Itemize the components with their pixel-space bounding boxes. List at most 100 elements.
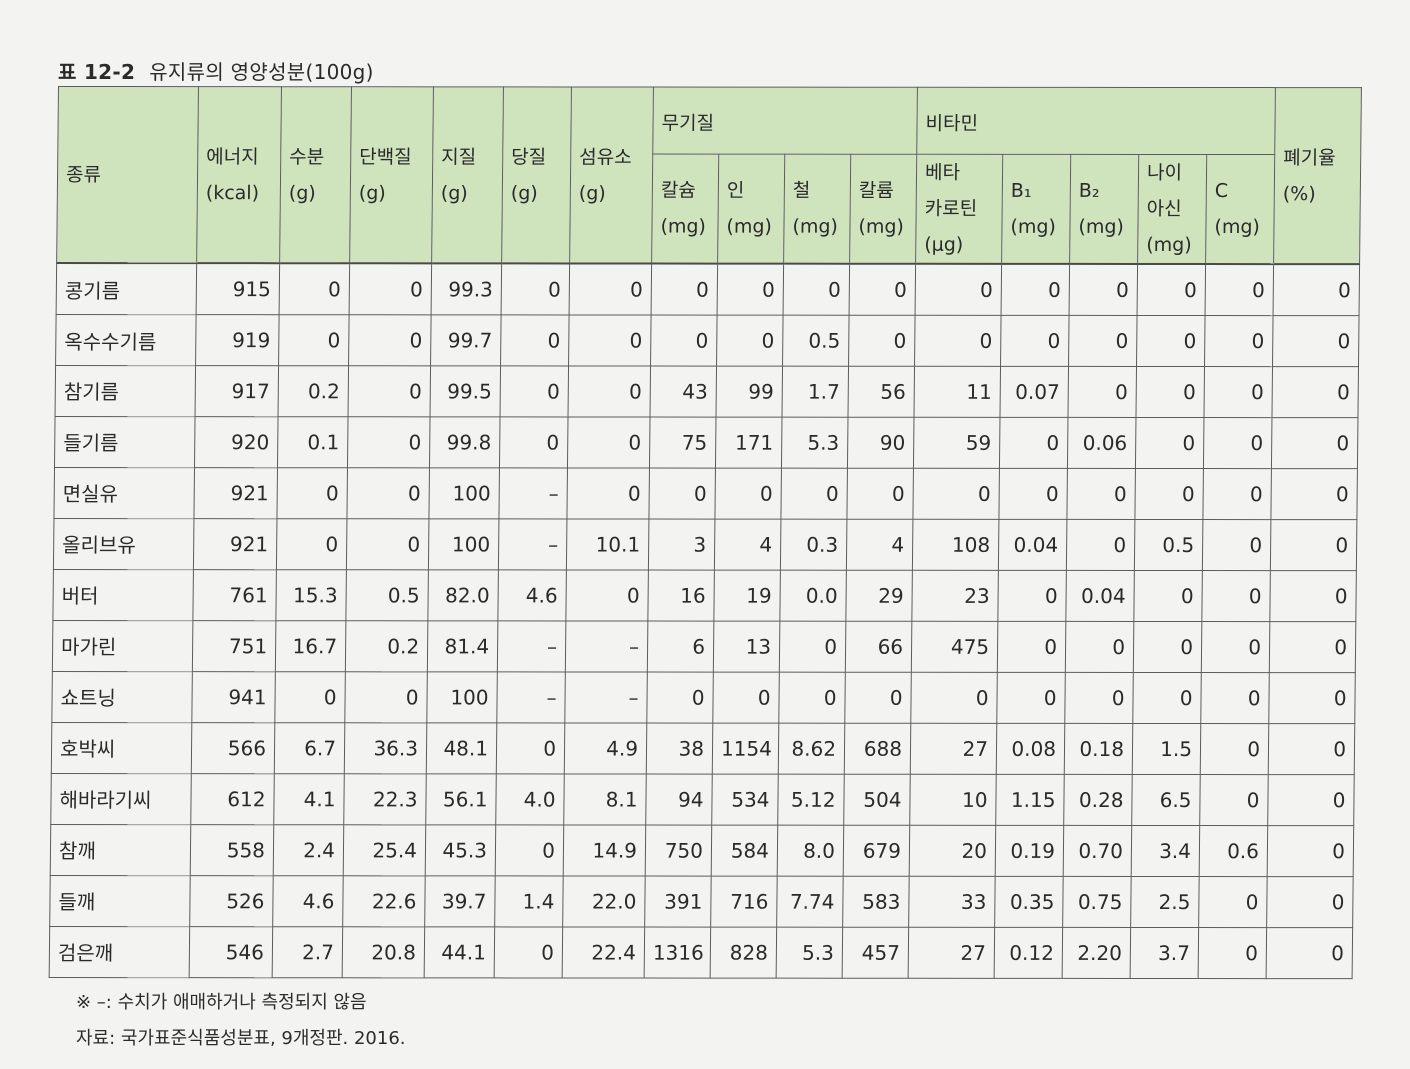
table-cell: 25.4 <box>343 824 426 876</box>
table-cell: 56.1 <box>425 773 497 825</box>
header-niacin: 나이 아신 (mg) <box>1137 154 1207 265</box>
table-cell: 0 <box>565 569 649 621</box>
table-cell: 100 <box>428 467 500 519</box>
row-food-name: 마가린 <box>52 620 193 672</box>
table-cell: 0.1 <box>277 416 349 468</box>
table-cell: 0 <box>347 416 431 468</box>
table-cell: 546 <box>189 926 273 978</box>
table-cell: 0 <box>1269 621 1356 673</box>
table-cell: 3.7 <box>1130 927 1199 979</box>
table-cell: 0 <box>1132 672 1202 724</box>
table-cell: 13 <box>713 621 780 673</box>
table-cell: 0 <box>1066 468 1136 520</box>
table-cell: 0 <box>1066 519 1135 571</box>
header-minerals-group: 무기질 <box>652 87 918 155</box>
table-cell: 566 <box>191 722 275 774</box>
row-food-name: 들깨 <box>49 875 191 927</box>
table-cell: 0 <box>569 263 652 316</box>
table-cell: 1.5 <box>1132 723 1201 775</box>
row-food-name: 올리브유 <box>53 518 194 570</box>
table-cell: 0 <box>1273 264 1360 316</box>
row-food-name: 참기름 <box>55 365 196 417</box>
table-cell: 0 <box>783 263 850 316</box>
table-cell: 0.70 <box>1063 825 1132 877</box>
table-cell: 750 <box>645 824 712 876</box>
table-cell: 0 <box>779 621 846 673</box>
table-cell: 0 <box>500 314 570 366</box>
table-cell: 0 <box>1135 417 1204 469</box>
table-cell: 0 <box>1133 621 1202 673</box>
table-cell: 99.7 <box>430 314 502 366</box>
table-cell: 4.6 <box>272 875 344 927</box>
table-cell: 919 <box>195 314 280 366</box>
table-cell: 0 <box>274 671 346 723</box>
table-cell: 45.3 <box>425 824 496 876</box>
table-cell: 716 <box>710 875 778 928</box>
table-cell: 23 <box>911 570 999 622</box>
table-cell: – <box>496 671 566 723</box>
table-cell: 33 <box>908 876 996 928</box>
table-cell: 0.5 <box>782 315 850 367</box>
table-cell: 0 <box>1000 315 1070 367</box>
table-cell: 11 <box>914 366 1001 418</box>
table-cell: 0 <box>714 468 782 520</box>
table-cell: 0 <box>344 671 428 723</box>
table-cell: 558 <box>190 824 274 876</box>
table-cell: 0.5 <box>345 569 429 621</box>
table-cell: 5.3 <box>781 417 848 469</box>
table-cell: 36.3 <box>344 722 427 774</box>
row-food-name: 호박씨 <box>51 722 192 774</box>
row-food-name: 해바라기씨 <box>50 773 192 825</box>
table-cell: 0 <box>778 672 846 724</box>
table-cell: 0 <box>276 518 347 570</box>
table-cell: 5.12 <box>777 774 845 826</box>
table-cell: 0.19 <box>995 825 1064 877</box>
table-cell: 48.1 <box>426 722 497 774</box>
table-cell: 0 <box>1068 315 1138 367</box>
table-row: 콩기름 915 0 0 99.3 0 0 0 0 0 0 0 0 0 0 0 0 <box>56 263 1360 316</box>
table-cell: 0 <box>1064 672 1134 724</box>
table-cell: 0.28 <box>1063 774 1133 826</box>
table-cell: 0.08 <box>996 723 1065 775</box>
table-cell: 0 <box>1270 519 1357 571</box>
table-cell: 0 <box>997 570 1067 622</box>
table-cell: 22.4 <box>562 926 645 979</box>
table-cell: 29 <box>845 570 913 622</box>
table-cell: 10.1 <box>566 518 649 570</box>
table-cell: 0 <box>1268 723 1355 775</box>
table-caption: 표 12-2 유지류의 영양성분(100g) <box>58 56 374 85</box>
caption-title: 유지류의 영양성분(100g) <box>149 60 374 84</box>
table-cell: 0 <box>846 468 914 520</box>
table-cell: 0 <box>1272 315 1360 367</box>
table-cell: 0 <box>648 468 716 520</box>
header-b2: B₂ (mg) <box>1069 154 1139 264</box>
table-cell: 4 <box>714 519 781 571</box>
table-cell: 39.7 <box>424 875 496 927</box>
table-cell: – <box>497 620 566 672</box>
table-cell: 751 <box>192 620 276 672</box>
table-cell: 90 <box>847 417 915 469</box>
table-cell: 583 <box>842 876 910 928</box>
table-cell: 8.1 <box>563 773 647 825</box>
table-cell: 0 <box>914 315 1002 367</box>
table-cell: 0 <box>1269 570 1357 622</box>
table-cell: 8.0 <box>777 825 844 877</box>
table-row: 들기름 920 0.1 0 99.8 0 0 75 171 5.3 90 59 0 0.06 0 0 0 <box>54 416 1358 469</box>
table-row: 참기름 917 0.2 0 99.5 0 0 43 99 1.7 56 11 0.07 0 0 0 0 <box>55 365 1359 418</box>
table-cell: 1.4 <box>494 875 564 927</box>
table-cell: 0 <box>1200 723 1269 775</box>
table-cell: 0 <box>566 467 650 519</box>
table-cell: 0 <box>346 518 429 570</box>
table-cell: 828 <box>710 926 777 979</box>
table-cell: 99.8 <box>429 416 501 468</box>
row-food-name: 참깨 <box>50 824 191 876</box>
table-cell: 99 <box>716 366 783 418</box>
table-cell: 612 <box>190 773 275 825</box>
table-row: 옥수수기름 919 0 0 99.7 0 0 0 0 0.5 0 0 0 0 0 0 0 <box>55 314 1360 367</box>
table-cell: 0.2 <box>278 365 349 417</box>
table-cell: 0 <box>1198 927 1267 979</box>
table-row: 해바라기씨 612 4.1 22.3 56.1 4.0 8.1 94 534 5.12 504 10 1… <box>50 773 1355 826</box>
table-cell: 0 <box>910 672 998 724</box>
table-cell: 19 <box>713 570 781 622</box>
table-cell: 0 <box>1203 366 1273 418</box>
